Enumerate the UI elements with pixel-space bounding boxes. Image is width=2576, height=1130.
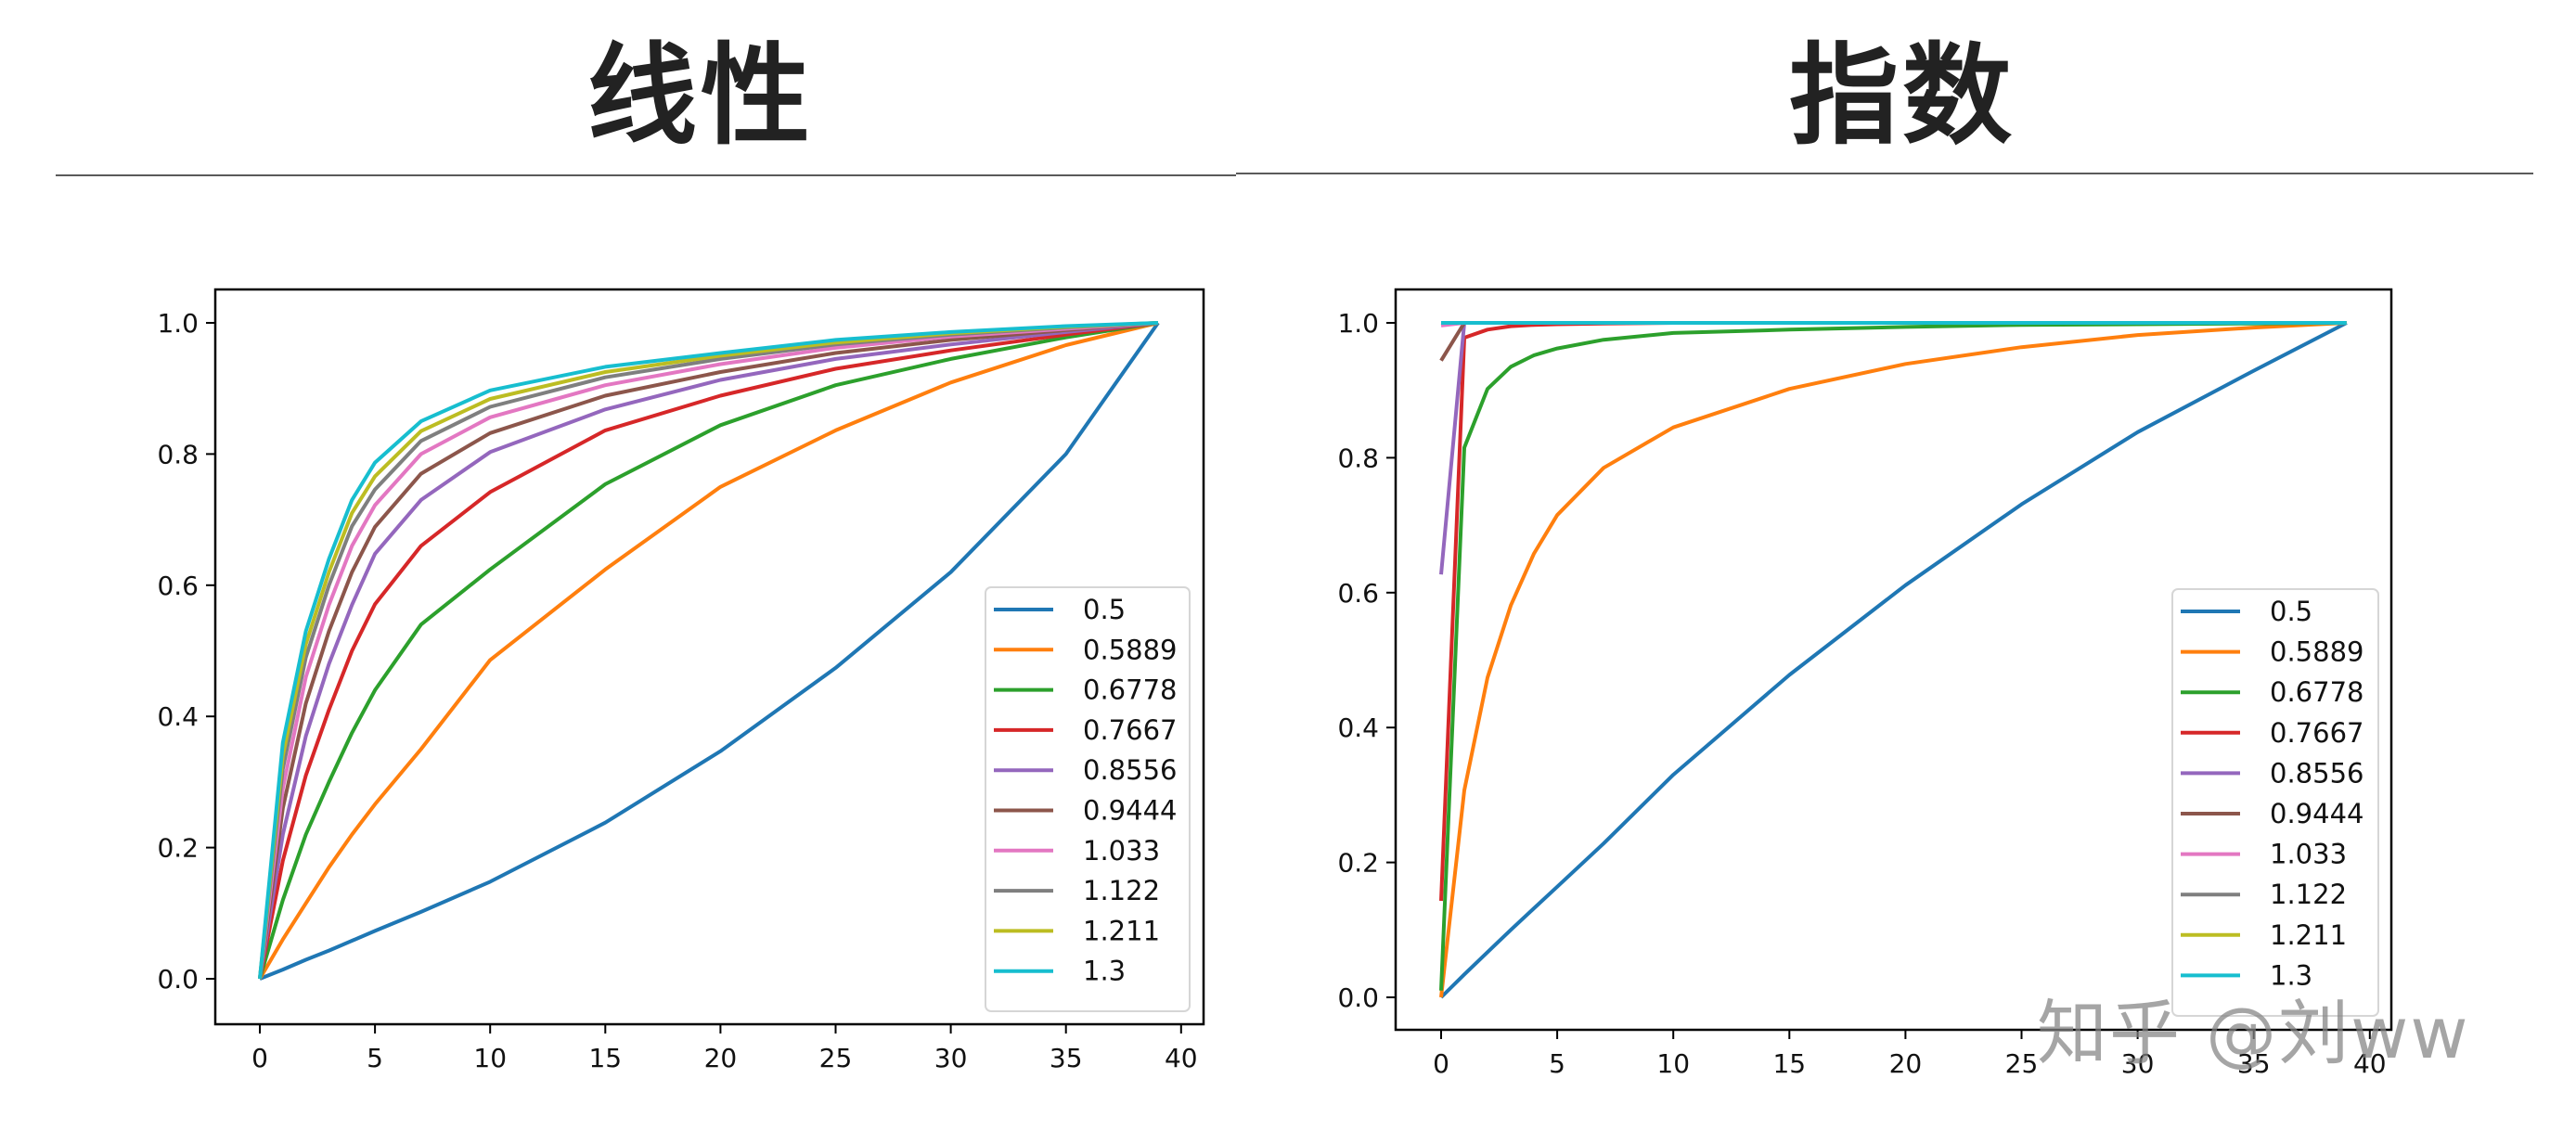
- y-tick-label: 0.8: [157, 439, 199, 469]
- left-chart-title: 线性: [586, 32, 814, 160]
- legend-label: 0.7667: [1083, 714, 1177, 746]
- series-line-1.3: [258, 321, 1159, 980]
- left-title-divider: [56, 174, 1236, 176]
- legend-item: 1.122: [994, 875, 1160, 906]
- x-tick-label: 35: [2237, 1048, 2271, 1079]
- x-tick-label: 0: [251, 1043, 268, 1073]
- legend-item: 0.7667: [2181, 717, 2363, 749]
- axes-frame: [1394, 288, 2393, 1032]
- series-line-0.5889: [1439, 321, 2347, 998]
- x-tick-label: 25: [819, 1043, 853, 1073]
- x-tick-label: 0: [1433, 1048, 1449, 1079]
- y-tick-label: 0.0: [1337, 982, 1379, 1013]
- legend: 0.5 0.5889 0.6778 0.7667 0.8556 0.9444 1.033 1.…: [985, 586, 1191, 1012]
- series-line-0.5: [1439, 321, 2348, 999]
- legend-box: [2171, 588, 2379, 1017]
- plot-area: [258, 321, 1160, 981]
- series-line-0.5: [259, 321, 1160, 981]
- x-tick-label: 10: [473, 1043, 507, 1073]
- legend-label: 0.6778: [2270, 676, 2363, 708]
- legend-item: 1.211: [2181, 919, 2347, 951]
- legend-label: 1.122: [2270, 879, 2347, 910]
- right-title-divider: [1236, 173, 2533, 174]
- y-tick-label: 0.6: [157, 571, 199, 601]
- legend-label: 0.8556: [1083, 754, 1177, 786]
- series-line-0.9444: [258, 321, 1159, 980]
- legend-item: 0.5889: [2181, 636, 2363, 668]
- x-tick-label: 30: [934, 1043, 968, 1073]
- legend-item: 0.7667: [994, 714, 1177, 746]
- legend-item: 0.5: [2181, 596, 2312, 627]
- legend-item: 1.3: [994, 956, 1126, 987]
- legend: 0.5 0.5889 0.6778 0.7667 0.8556 0.9444 1.033 1.…: [2171, 588, 2379, 1017]
- legend-item: 0.6778: [2181, 676, 2363, 708]
- legend-label: 0.8556: [2270, 757, 2363, 789]
- legend-item: 1.122: [2181, 879, 2347, 910]
- legend-box: [985, 586, 1191, 1012]
- y-tick-label: 1.0: [157, 308, 199, 339]
- x-tick-label: 40: [1165, 1043, 1198, 1073]
- legend-item: 1.033: [2181, 839, 2347, 870]
- legend-item: 0.8556: [2181, 757, 2363, 789]
- legend-label: 1.211: [1083, 915, 1160, 946]
- x-tick-label: 40: [2353, 1048, 2387, 1079]
- legend-label: 1.211: [2270, 919, 2347, 951]
- legend-label: 0.7667: [2270, 717, 2363, 749]
- legend-label: 0.5: [1083, 594, 1126, 625]
- legend-item: 0.5: [994, 594, 1126, 625]
- x-tick-label: 5: [1549, 1048, 1565, 1079]
- x-tick-label: 15: [1772, 1048, 1806, 1079]
- legend-item: 0.5889: [994, 634, 1177, 665]
- legend-label: 0.5889: [2270, 636, 2363, 668]
- x-tick-label: 25: [2005, 1048, 2039, 1079]
- y-tick-label: 0.2: [157, 833, 199, 864]
- series-line-0.7667: [258, 321, 1159, 980]
- legend-item: 1.3: [2181, 959, 2312, 991]
- legend-label: 1.3: [1083, 956, 1126, 987]
- x-tick-label: 10: [1656, 1048, 1690, 1079]
- right-chart-title: 指数: [1788, 32, 2016, 160]
- legend-label: 0.6778: [1083, 674, 1177, 706]
- series-line-0.8556: [1439, 321, 2347, 575]
- x-tick-label: 20: [704, 1043, 738, 1073]
- legend-label: 1.033: [2270, 839, 2347, 870]
- x-tick-label: 20: [1889, 1048, 1923, 1079]
- x-tick-label: 15: [588, 1043, 622, 1073]
- legend-label: 1.033: [1083, 835, 1160, 867]
- legend-label: 1.122: [1083, 875, 1160, 906]
- series-line-0.8556: [258, 321, 1159, 980]
- legend-label: 0.9444: [2270, 798, 2363, 829]
- x-tick-label: 5: [367, 1043, 383, 1073]
- legend-item: 0.8556: [994, 754, 1177, 786]
- series-line-0.5889: [258, 321, 1159, 981]
- plot-area: [1439, 321, 2348, 999]
- series-line-0.6778: [258, 321, 1159, 980]
- y-tick-label: 0.4: [157, 701, 199, 732]
- legend-label: 0.9444: [1083, 795, 1177, 827]
- legend-item: 0.9444: [2181, 798, 2363, 829]
- y-tick-label: 0.6: [1337, 578, 1379, 609]
- y-tick-label: 0.2: [1337, 848, 1379, 879]
- legend-item: 1.211: [994, 915, 1160, 946]
- x-tick-label: 35: [1050, 1043, 1083, 1073]
- x-tick-label: 30: [2121, 1048, 2155, 1079]
- series-line-1.033: [258, 321, 1159, 980]
- legend-label: 0.5889: [1083, 634, 1177, 665]
- y-tick-label: 1.0: [1337, 308, 1379, 339]
- legend-item: 1.033: [994, 835, 1160, 867]
- y-tick-label: 0.8: [1337, 443, 1379, 473]
- legend-label: 1.3: [2270, 959, 2312, 991]
- y-tick-label: 0.4: [1337, 713, 1379, 743]
- axes-frame: [213, 288, 1205, 1026]
- legend-item: 0.9444: [994, 795, 1177, 827]
- watermark: 知乎 @刘ww: [2037, 992, 2470, 1074]
- y-tick-label: 0.0: [157, 964, 199, 995]
- legend-label: 0.5: [2270, 596, 2312, 627]
- legend-item: 0.6778: [994, 674, 1177, 706]
